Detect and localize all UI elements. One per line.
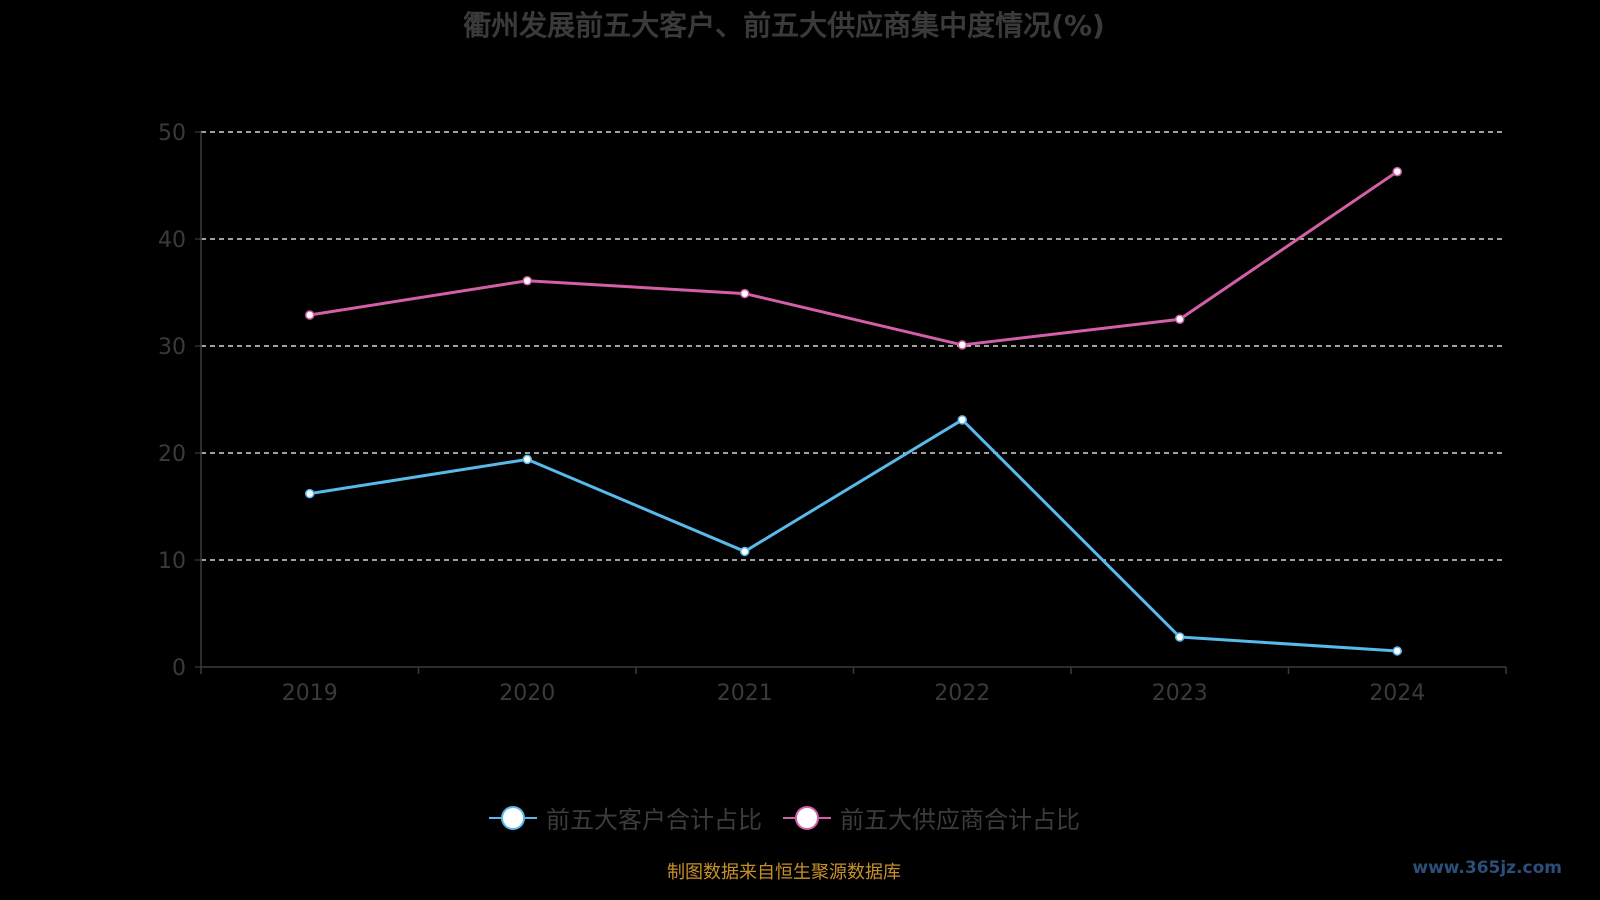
line-chart: 0 10 20 30 40 50 2019 2020 2021 2022 2023 2024 bbox=[158, 121, 1507, 706]
x-tick-label-2022: 2022 bbox=[934, 681, 990, 706]
y-tick-label-20: 20 bbox=[158, 442, 186, 467]
legend-label-customers: 前五大客户合计占比 bbox=[546, 806, 762, 834]
legend-marker-suppliers bbox=[783, 805, 831, 830]
series-0-point-2023 bbox=[1175, 632, 1185, 642]
source-note: 制图数据来自恒生聚源数据库 bbox=[667, 862, 901, 883]
series-0-point-2022 bbox=[957, 415, 967, 425]
watermark: www.365jz.com bbox=[1412, 858, 1562, 878]
series-0-point-2024 bbox=[1392, 646, 1402, 656]
series-1-point-2024 bbox=[1392, 166, 1402, 177]
y-tick-label-0: 0 bbox=[172, 656, 186, 681]
series-0-point-2019 bbox=[305, 488, 315, 499]
legend-item-suppliers[interactable]: 前五大供应商合计占比 bbox=[782, 800, 1080, 835]
series-1-point-2020 bbox=[522, 275, 532, 286]
series-0-point-2021 bbox=[740, 546, 750, 557]
legend-marker-customers bbox=[489, 805, 537, 830]
series-line-1 bbox=[309, 170, 1399, 347]
x-tick-label-2019: 2019 bbox=[282, 681, 338, 706]
series-1-point-2019 bbox=[305, 310, 315, 320]
x-tick-label-2023: 2023 bbox=[1152, 681, 1208, 706]
x-tick-label-2020: 2020 bbox=[499, 681, 555, 706]
x-tick-label-2021: 2021 bbox=[717, 681, 773, 706]
series-1-point-2021 bbox=[740, 288, 750, 299]
chart-legend: 前五大客户合计占比 前五大供应商合计占比 bbox=[0, 800, 1568, 835]
y-tick-label-50: 50 bbox=[158, 121, 186, 146]
y-tick-label-30: 30 bbox=[158, 335, 186, 360]
legend-item-customers[interactable]: 前五大客户合计占比 bbox=[488, 800, 762, 835]
series-1-point-2023 bbox=[1175, 314, 1185, 324]
y-tick-label-40: 40 bbox=[158, 228, 186, 253]
legend-label-suppliers: 前五大供应商合计占比 bbox=[840, 806, 1080, 834]
x-tick-label-2024: 2024 bbox=[1369, 681, 1425, 706]
y-tick-label-10: 10 bbox=[158, 549, 186, 574]
series-1-point-2022 bbox=[957, 340, 967, 350]
series-0-point-2020 bbox=[522, 454, 532, 465]
series-line-0 bbox=[309, 418, 1398, 653]
chart-title: 衢州发展前五大客户、前五大供应商集中度情况(%) bbox=[463, 9, 1105, 42]
